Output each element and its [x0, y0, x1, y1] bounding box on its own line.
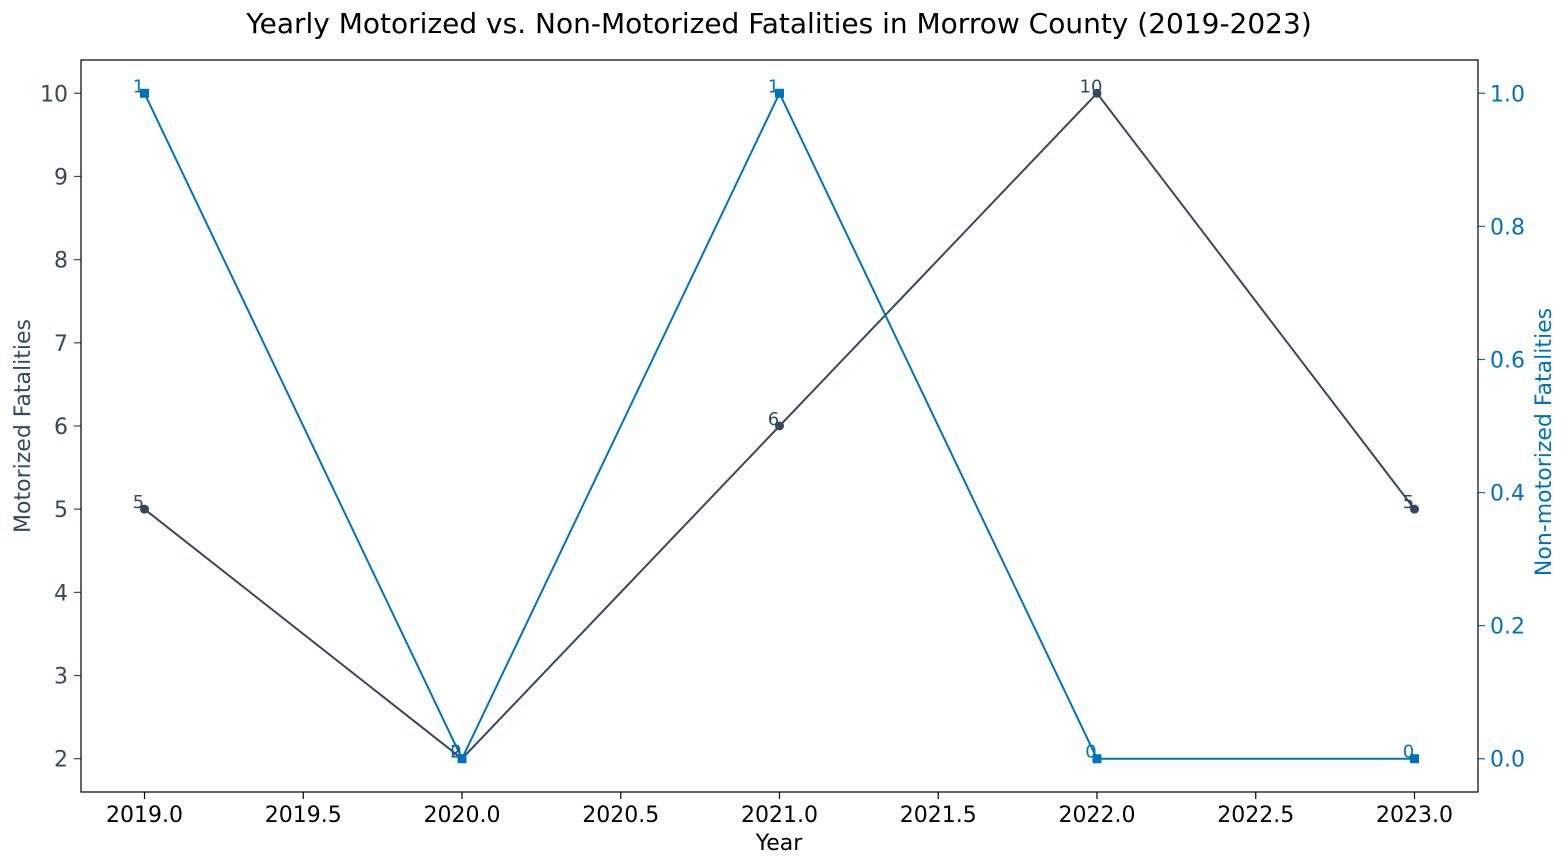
y-tick-label-left: 2	[54, 748, 68, 773]
axes: 2019.0 2019.5 2020.0 2020.5 2021.0 2021.5 2022…	[40, 82, 1525, 828]
y-tick-label-right: 0.0	[1490, 748, 1525, 773]
series-point-1	[1092, 754, 1102, 764]
series-point-1	[1410, 754, 1419, 764]
x-tick-label: 2020.5	[582, 803, 659, 828]
x-tick-label: 2019.5	[265, 803, 342, 828]
data-label: 1	[768, 76, 779, 97]
plot-frame	[80, 59, 1479, 793]
y-tick-label-left: 3	[54, 665, 68, 690]
series-point-0	[140, 504, 149, 514]
data-label: 2	[450, 742, 461, 763]
data-label: 0	[1403, 742, 1414, 763]
x-tick-label: 2023.0	[1376, 803, 1453, 828]
y-tick-label-left: 6	[54, 415, 68, 440]
y-tick-label-right: 0.6	[1490, 348, 1525, 373]
y-tick-label-right: 0.2	[1490, 615, 1525, 640]
x-tick-label: 2022.0	[1059, 803, 1136, 828]
data-label: 0	[1085, 742, 1096, 763]
y-tick-label-right: 1.0	[1490, 82, 1525, 107]
x-tick-label: 2019.0	[106, 803, 183, 828]
data-label: 5	[1403, 492, 1414, 513]
series-point-1	[775, 88, 784, 98]
y-axis-label-right: Non-motorized Fatalities	[1532, 308, 1557, 576]
series-layer	[140, 88, 1419, 764]
series-point-0	[775, 421, 784, 431]
y-tick-label-left: 9	[54, 165, 68, 190]
data-label: 5	[133, 492, 144, 513]
series-point-0	[1410, 504, 1419, 514]
data-label: 10	[1080, 76, 1103, 97]
series-point-1	[140, 88, 149, 98]
y-tick-label-left: 7	[54, 332, 68, 357]
y-tick-label-left: 4	[54, 581, 68, 606]
data-label: 6	[768, 409, 779, 430]
x-tick-label: 2020.0	[424, 803, 501, 828]
series-point-1	[457, 754, 467, 764]
data-label: 1	[133, 76, 144, 97]
x-tick-label: 2021.5	[900, 803, 977, 828]
chart-title: Yearly Motorized vs. Non-Motorized Fatal…	[245, 7, 1312, 40]
y-tick-label-left: 5	[54, 498, 68, 523]
y-axis-label-left: Motorized Fatalities	[11, 319, 36, 533]
y-tick-label-right: 0.4	[1490, 482, 1525, 507]
data-label: 0	[450, 742, 461, 763]
x-tick-label: 2021.0	[741, 803, 818, 828]
y-tick-label-left: 8	[54, 249, 68, 274]
x-axis-label: Year	[755, 831, 804, 856]
y-tick-label-right: 0.8	[1490, 215, 1525, 240]
series-point-0	[1092, 88, 1102, 98]
x-tick-label: 2022.5	[1217, 803, 1294, 828]
y-tick-label-left: 10	[40, 82, 68, 107]
